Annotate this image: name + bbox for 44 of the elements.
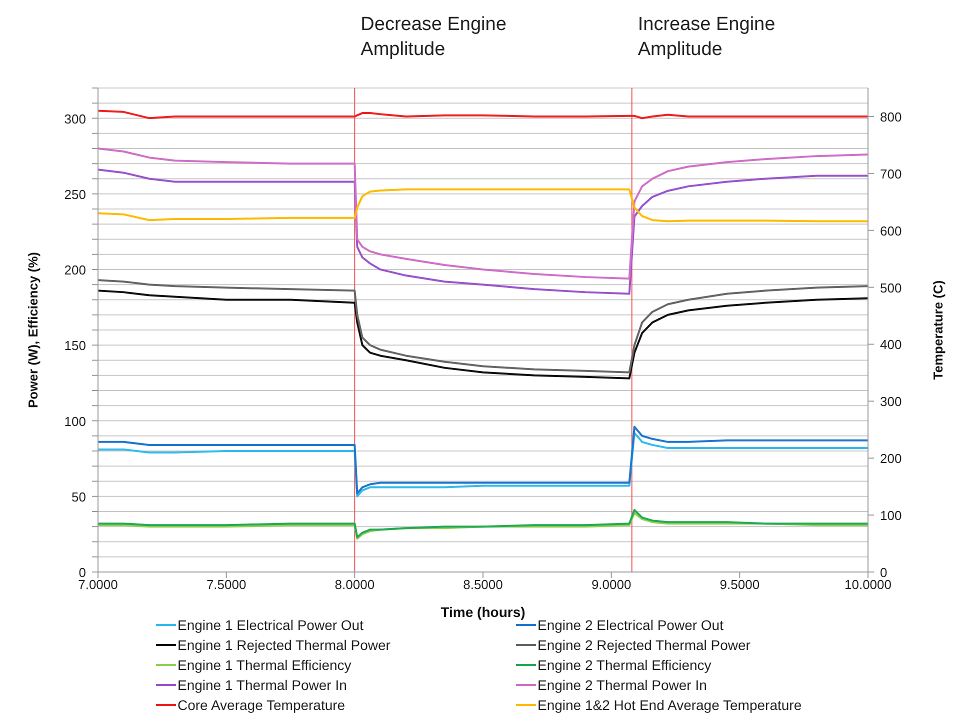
line-series (98, 148, 868, 280)
legend-label: Core Average Temperature (178, 697, 346, 713)
y2-tick-label: 200 (880, 451, 902, 466)
x-tick-label: 8.0000 (334, 577, 375, 592)
y-tick-label: 150 (64, 338, 86, 354)
y2-tick-label: 400 (880, 337, 902, 352)
legend-label: Engine 2 Electrical Power Out (538, 617, 724, 633)
line-series (98, 168, 868, 295)
y2-tick-label: 100 (880, 508, 902, 524)
y2-tick-label: 600 (880, 223, 902, 238)
y-tick-label: 100 (64, 414, 86, 429)
y-axis-title: Power (W), Efficiency (%) (26, 252, 41, 408)
legend-label: Engine 1 Thermal Efficiency (178, 657, 352, 673)
legend-label: Engine 1 Electrical Power Out (178, 617, 364, 633)
ref-line-label: Increase Engine Amplitude (638, 14, 776, 60)
x-axis-title: Time (hours) (440, 604, 526, 620)
y-tick-label: 50 (72, 489, 86, 504)
y-tick-label: 300 (64, 111, 86, 126)
x-tick-label: 9.5000 (720, 577, 760, 592)
y-tick-label: 200 (64, 262, 86, 278)
legend-label: Engine 1 Thermal Power In (178, 677, 347, 693)
ref-line-label: Decrease Engine Amplitude (360, 14, 506, 60)
line-series (98, 290, 868, 380)
y-tick-label: 0 (78, 565, 86, 580)
legend-label: Engine 2 Rejected Thermal Power (538, 637, 750, 653)
legend-label: Engine 2 Thermal Efficiency (538, 657, 712, 673)
y2-axis-title: Temperature (C) (930, 280, 946, 380)
legend-label: Engine 1&2 Hot End Average Temperature (538, 697, 802, 713)
y-tick-label: 250 (64, 186, 86, 202)
x-tick-label: 8.5000 (463, 577, 503, 592)
y2-tick-label: 300 (880, 394, 902, 410)
x-tick-label: 10.0000 (844, 577, 892, 592)
x-tick-label: 7.0000 (78, 577, 118, 592)
y2-tick-label: 700 (880, 166, 902, 182)
legend-label: Engine 2 Thermal Power In (538, 677, 707, 693)
y2-tick-label: 500 (880, 280, 902, 296)
y2-tick-label: 0 (880, 565, 888, 580)
y2-tick-label: 800 (880, 109, 902, 124)
x-tick-label: 9.0000 (591, 577, 632, 592)
legend-label: Engine 1 Rejected Thermal Power (178, 637, 390, 653)
line-series (98, 188, 868, 222)
line-series (98, 279, 868, 374)
line-series (98, 110, 868, 120)
x-tick-label: 7.5000 (206, 577, 246, 592)
